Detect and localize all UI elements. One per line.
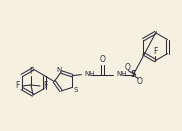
Text: NH: NH bbox=[84, 71, 95, 77]
Text: NH: NH bbox=[116, 71, 127, 77]
Text: O: O bbox=[99, 55, 105, 64]
Text: O: O bbox=[136, 77, 142, 86]
Text: S: S bbox=[73, 87, 78, 93]
Text: F: F bbox=[43, 81, 47, 91]
Text: F: F bbox=[15, 81, 19, 91]
Text: N: N bbox=[57, 67, 62, 73]
Text: O: O bbox=[124, 63, 130, 72]
Text: F: F bbox=[153, 47, 158, 56]
Text: S: S bbox=[131, 70, 136, 79]
Text: F: F bbox=[29, 67, 33, 77]
